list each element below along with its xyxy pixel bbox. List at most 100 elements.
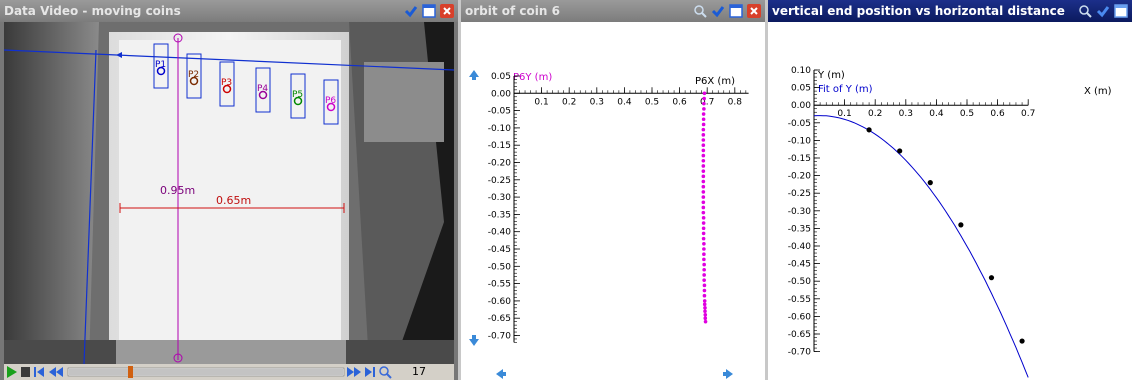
- fit-y-tick-label: -0.40: [788, 242, 812, 252]
- maximize-icon[interactable]: [728, 3, 744, 19]
- orbit-data-point: [703, 319, 708, 324]
- zoom-icon[interactable]: [692, 3, 708, 19]
- coin-label: P3: [221, 78, 232, 88]
- orbit-data-point: [701, 226, 706, 231]
- orbit-data-point: [701, 127, 706, 132]
- close-icon[interactable]: [746, 3, 762, 19]
- orbit-data-point: [702, 302, 707, 307]
- timeline-thumb[interactable]: [128, 366, 133, 378]
- maximize-icon[interactable]: [421, 3, 437, 19]
- orbit-data-point: [703, 316, 708, 321]
- checkmark-icon[interactable]: [1095, 3, 1111, 19]
- orbit-data-point: [701, 231, 706, 236]
- coin-label: P6: [325, 96, 336, 106]
- orbit-x-tick-label: 0.5: [645, 97, 659, 107]
- stop-icon[interactable]: [21, 367, 30, 377]
- orbit-data-point: [701, 190, 706, 194]
- orbit-x-tick-label: 0.6: [672, 97, 687, 107]
- orbit-y-tick-label: -0.60: [488, 297, 512, 307]
- coin-tracker[interactable]: P5: [290, 73, 306, 119]
- fit-x-tick-label: 0.1: [837, 109, 851, 119]
- orbit-data-point: [702, 283, 707, 288]
- checkmark-icon[interactable]: [710, 3, 726, 19]
- playback-controls: 17: [4, 364, 454, 380]
- fit-x-tick-label: 0.7: [1021, 109, 1035, 119]
- fit-y-tick-label: -0.70: [788, 348, 812, 358]
- coin-tracker[interactable]: P1: [153, 43, 169, 89]
- orbit-data-point: [702, 299, 707, 303]
- orbit-panel-titlebar: orbit of coin 6: [461, 0, 765, 22]
- orbit-data-point: [701, 174, 706, 179]
- orbit-y-tick-label: -0.20: [488, 159, 512, 169]
- coin-tracker[interactable]: P4: [255, 67, 271, 113]
- orbit-data-point: [702, 107, 706, 111]
- orbit-data-point: [701, 153, 706, 158]
- checkmark-icon[interactable]: [403, 3, 419, 19]
- coin-tracker[interactable]: P2: [186, 53, 202, 99]
- scroll-up-icon[interactable]: [469, 70, 479, 80]
- step-back-icon[interactable]: [49, 367, 63, 377]
- orbit-data-point: [701, 117, 706, 122]
- fit-y-tick-label: -0.55: [788, 295, 811, 305]
- fit-y-tick-label: -0.20: [788, 172, 812, 182]
- orbit-data-point: [701, 158, 706, 163]
- orbit-y-tick-label: -0.70: [488, 332, 512, 342]
- fit-y-tick-label: -0.50: [788, 277, 812, 287]
- orbit-y-tick-label: -0.10: [488, 124, 512, 134]
- zoom-icon[interactable]: [1077, 3, 1093, 19]
- orbit-data-point: [701, 179, 706, 184]
- orbit-data-point: [701, 169, 706, 173]
- fit-y-tick-label: -0.65: [788, 330, 811, 340]
- close-icon[interactable]: [439, 3, 455, 19]
- fit-panel-title: vertical end position vs horizontal dist…: [772, 4, 1065, 18]
- orbit-x-tick-label: 0.8: [728, 97, 743, 107]
- orbit-data-point: [701, 148, 706, 153]
- fit-x-tick-label: 0.3: [899, 109, 913, 119]
- orbit-x-tick-label: 0.1: [534, 97, 548, 107]
- scroll-left-icon[interactable]: [496, 369, 506, 379]
- orbit-data-point: [703, 309, 707, 314]
- video-frame[interactable]: 0.95m 0.65m P1 P2 P3 P4 P5 P6: [3, 22, 455, 365]
- coin-tracker[interactable]: P3: [219, 61, 235, 107]
- fit-y-tick-label: 0.00: [791, 101, 811, 111]
- frame-number: 17: [412, 365, 426, 378]
- fit-x-tick-label: 0.2: [868, 109, 882, 119]
- fit-y-tick-label: -0.30: [788, 207, 812, 217]
- fit-y-tick-label: -0.60: [788, 312, 812, 322]
- orbit-y-tick-label: -0.55: [488, 280, 511, 290]
- scroll-right-icon[interactable]: [723, 369, 733, 379]
- orbit-x-tick-label: 0.3: [590, 97, 604, 107]
- coin-tracker[interactable]: P6: [323, 79, 339, 125]
- fit-y-axis-label: Y (m): [817, 70, 845, 81]
- timeline-slider[interactable]: [67, 366, 345, 378]
- horizontal-measure-label: 0.65m: [216, 194, 251, 207]
- orbit-data-point: [702, 91, 707, 96]
- orbit-y-tick-label: -0.30: [488, 193, 512, 203]
- fit-panel: vertical end position vs horizontal dist…: [768, 0, 1132, 380]
- orbit-x-tick-label: 0.7: [700, 97, 714, 107]
- vertical-measure-label: 0.95m: [160, 184, 195, 197]
- orbit-chart[interactable]: P6Y (m) P6X (m) 0.1 0.2 0.3 0.4 0.5 0.6 0.7 0.8…: [461, 22, 765, 380]
- orbit-data-point: [702, 247, 706, 251]
- orbit-data-point: [702, 257, 706, 262]
- fit-x-axis-label: X (m): [1084, 86, 1112, 97]
- orbit-data-point: [702, 267, 706, 272]
- scroll-down-icon[interactable]: [469, 335, 479, 346]
- orbit-data-point: [702, 262, 706, 267]
- step-forward-icon[interactable]: [347, 367, 361, 377]
- orbit-y-tick-label: -0.35: [488, 210, 511, 220]
- fit-y-tick-label: -0.25: [788, 189, 811, 199]
- fit-y-tick-label: -0.10: [788, 136, 812, 146]
- maximize-icon[interactable]: [1113, 3, 1129, 19]
- orbit-data-point: [701, 133, 706, 137]
- skip-end-icon[interactable]: [365, 367, 375, 377]
- orbit-data-point: [701, 205, 706, 210]
- skip-start-icon[interactable]: [34, 367, 44, 377]
- fit-data-point: [897, 148, 903, 154]
- fit-curve: [813, 115, 1029, 378]
- fit-chart[interactable]: Y (m) Fit of Y (m) X (m) 0.1 0.2 0.3 0.4 0.5…: [768, 22, 1132, 380]
- fit-x-tick-label: 0.6: [990, 109, 1005, 119]
- magnifier-icon[interactable]: [379, 366, 392, 379]
- orbit-data-point: [701, 143, 706, 147]
- play-icon[interactable]: [7, 366, 17, 378]
